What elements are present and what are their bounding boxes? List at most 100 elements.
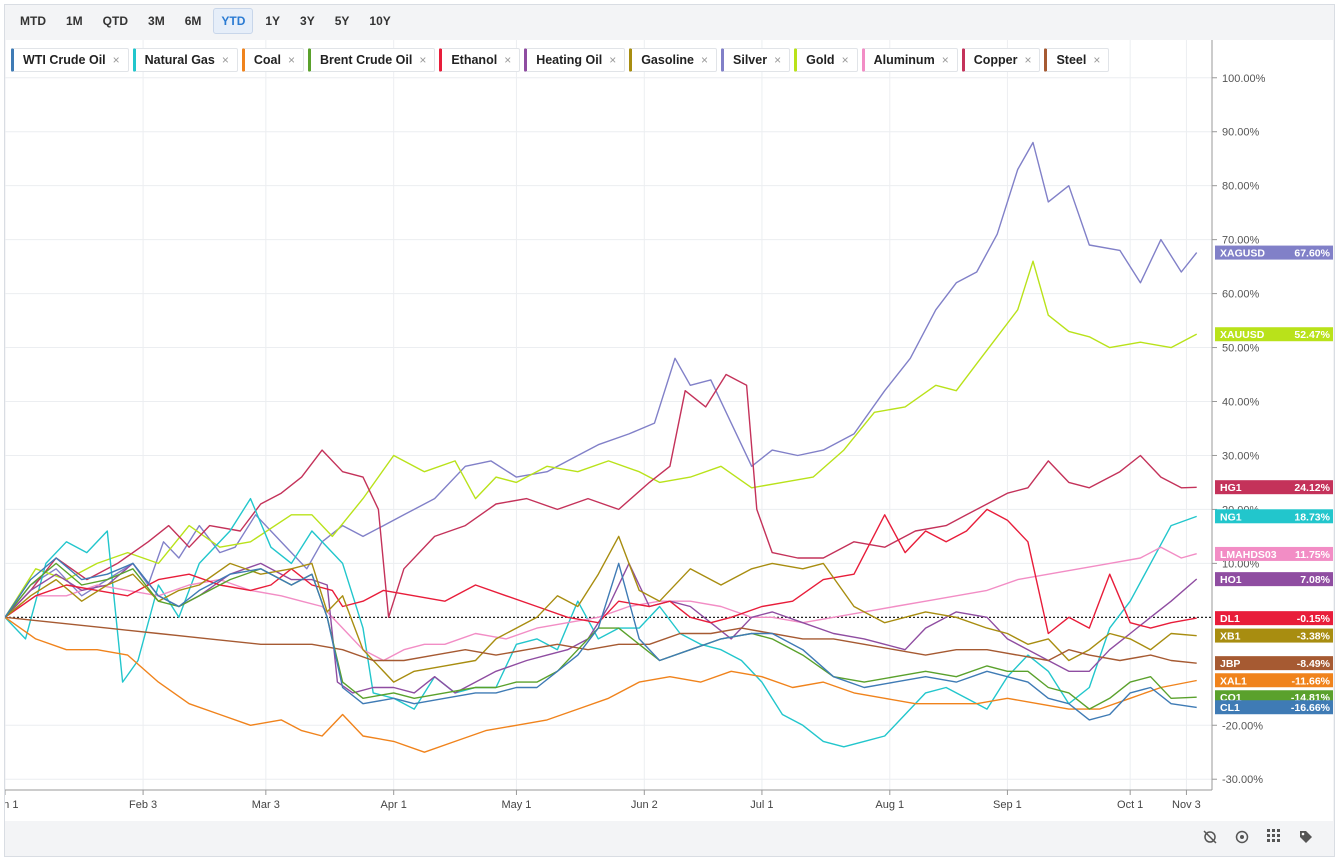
range-button-ytd[interactable]: YTD	[213, 8, 254, 34]
y-tick-label: 30.00%	[1222, 450, 1260, 462]
end-label-ticker: XB1	[1220, 631, 1241, 643]
close-icon[interactable]: ×	[287, 53, 295, 67]
end-label-ho1: HO1 7.08%	[1215, 572, 1333, 587]
range-button-3m[interactable]: 3M	[148, 14, 165, 28]
series-line-gasoline	[5, 535, 1197, 683]
range-button-5y[interactable]: 5Y	[334, 14, 350, 28]
series-line-ethanol	[5, 508, 1197, 635]
range-button-1y[interactable]: 1Y	[265, 14, 281, 28]
end-label-value: 11.75%	[1295, 549, 1331, 561]
end-label-ticker: NG1	[1220, 511, 1242, 523]
end-label-bg	[1215, 509, 1333, 524]
end-label-bg	[1215, 480, 1333, 495]
legend-chip-wti-crude-oil[interactable]: WTI Crude Oil ×	[11, 48, 129, 72]
end-label-bg	[1215, 656, 1333, 671]
range-button-6m[interactable]: 6M	[184, 14, 202, 28]
legend-label: Steel	[1056, 53, 1087, 67]
end-label-value: 52.47%	[1294, 329, 1330, 341]
end-label-bg	[1215, 628, 1333, 643]
legend-label: Heating Oil	[536, 53, 603, 67]
end-label-bg	[1215, 546, 1333, 561]
legend-chip-coal[interactable]: Coal ×	[241, 48, 304, 72]
legend-chip-heating-oil[interactable]: Heating Oil ×	[524, 48, 626, 72]
close-icon[interactable]: ×	[112, 53, 120, 67]
end-label-ticker: DL1	[1220, 613, 1240, 625]
end-label-cl1: CL1 -16.66%	[1215, 700, 1333, 715]
series-line-steel	[5, 616, 1197, 664]
end-label-ticker: XAL1	[1220, 675, 1247, 687]
y-tick-label: -20.00%	[1222, 720, 1263, 732]
legend-chip-natural-gas[interactable]: Natural Gas ×	[132, 48, 238, 72]
end-label-ticker: HO1	[1220, 574, 1242, 586]
performance-chart[interactable]: 100.00% 90.00% 80.00% 70.00% 60.00% 50.00% 40.…	[5, 40, 1333, 821]
x-tick-label: Jul 1	[750, 799, 773, 811]
legend-chip-brent-crude-oil[interactable]: Brent Crude Oil ×	[307, 48, 436, 72]
legend-label: Aluminum	[873, 53, 935, 67]
y-tick-label: 10.00%	[1222, 558, 1260, 570]
series-line-silver	[5, 141, 1198, 618]
close-icon[interactable]: ×	[841, 53, 849, 67]
legend-chip-copper[interactable]: Copper ×	[961, 48, 1041, 72]
x-tick-label: Jan 1	[5, 799, 18, 811]
close-icon[interactable]: ×	[221, 53, 229, 67]
series-line-coal	[5, 616, 1197, 753]
close-icon[interactable]: ×	[504, 53, 512, 67]
close-icon[interactable]: ×	[1093, 53, 1101, 67]
range-button-1m[interactable]: 1M	[66, 14, 83, 28]
y-tick-label: 100.00%	[1222, 73, 1266, 85]
range-button-qtd[interactable]: QTD	[102, 14, 129, 28]
end-label-value: -0.15%	[1297, 613, 1331, 625]
legend-label: Copper	[973, 53, 1018, 67]
x-tick-label: Apr 1	[381, 799, 407, 811]
legend-label: Gold	[806, 53, 835, 67]
legend-label: Natural Gas	[144, 53, 215, 67]
end-label-value: -8.49%	[1297, 658, 1331, 670]
close-icon[interactable]: ×	[1024, 53, 1032, 67]
end-label-xb1: XB1 -3.38%	[1215, 628, 1333, 643]
series-line-copper	[5, 373, 1197, 618]
end-label-xauusd: XAUUSD 52.47%	[1215, 327, 1333, 342]
legend-chip-ethanol[interactable]: Ethanol ×	[439, 48, 521, 72]
y-tick-label: -30.00%	[1222, 774, 1263, 786]
refresh-icon[interactable]	[1233, 829, 1251, 847]
end-label-bg	[1215, 245, 1333, 260]
end-label-bg	[1215, 700, 1333, 715]
close-icon[interactable]: ×	[419, 53, 427, 67]
y-tick-label: 90.00%	[1222, 127, 1260, 139]
x-tick-label: May 1	[501, 799, 531, 811]
range-selector: MTD 1M QTD 3M 6M YTD 1Y 3Y 5Y 10Y	[4, 4, 399, 38]
x-tick-label: Nov 3	[1172, 799, 1201, 811]
range-button-10y[interactable]: 10Y	[369, 14, 391, 28]
bottom-toolbar	[5, 821, 1333, 855]
x-tick-label: Jun 2	[631, 799, 658, 811]
end-label-jbp: JBP -8.49%	[1215, 656, 1333, 671]
close-icon[interactable]: ×	[774, 53, 782, 67]
end-label-ticker: CL1	[1220, 702, 1240, 714]
legend-label: Gasoline	[641, 53, 694, 67]
legend-chip-silver[interactable]: Silver ×	[721, 48, 791, 72]
range-button-mtd[interactable]: MTD	[20, 14, 46, 28]
end-label-xal1: XAL1 -11.66%	[1215, 673, 1333, 688]
close-icon[interactable]: ×	[609, 53, 617, 67]
end-label-ticker: HG1	[1220, 482, 1242, 494]
legend: WTI Crude Oil × Natural Gas × Coal × Brent Cru…	[11, 48, 1110, 72]
legend-chip-steel[interactable]: Steel ×	[1044, 48, 1110, 72]
range-button-3y[interactable]: 3Y	[300, 14, 315, 28]
end-label-ng1: NG1 18.73%	[1215, 509, 1333, 524]
grid-icon[interactable]	[1265, 829, 1283, 847]
end-label-value: 7.08%	[1300, 574, 1330, 586]
legend-chip-gold[interactable]: Gold ×	[794, 48, 858, 72]
end-label-ticker: XAUUSD	[1220, 329, 1265, 341]
crosshair-off-icon[interactable]	[1201, 829, 1219, 847]
tags-icon[interactable]	[1297, 829, 1315, 847]
chart-area: 100.00% 90.00% 80.00% 70.00% 60.00% 50.00% 40.…	[5, 40, 1333, 821]
close-icon[interactable]: ×	[941, 53, 949, 67]
y-tick-label: 60.00%	[1222, 289, 1260, 301]
series-line-natural-gas	[5, 497, 1197, 748]
end-label-value: -3.38%	[1297, 631, 1331, 643]
legend-chip-aluminum[interactable]: Aluminum ×	[861, 48, 958, 72]
end-label-value: -11.66%	[1291, 675, 1330, 687]
close-icon[interactable]: ×	[701, 53, 709, 67]
series-line-gold	[5, 260, 1198, 618]
legend-chip-gasoline[interactable]: Gasoline ×	[629, 48, 718, 72]
